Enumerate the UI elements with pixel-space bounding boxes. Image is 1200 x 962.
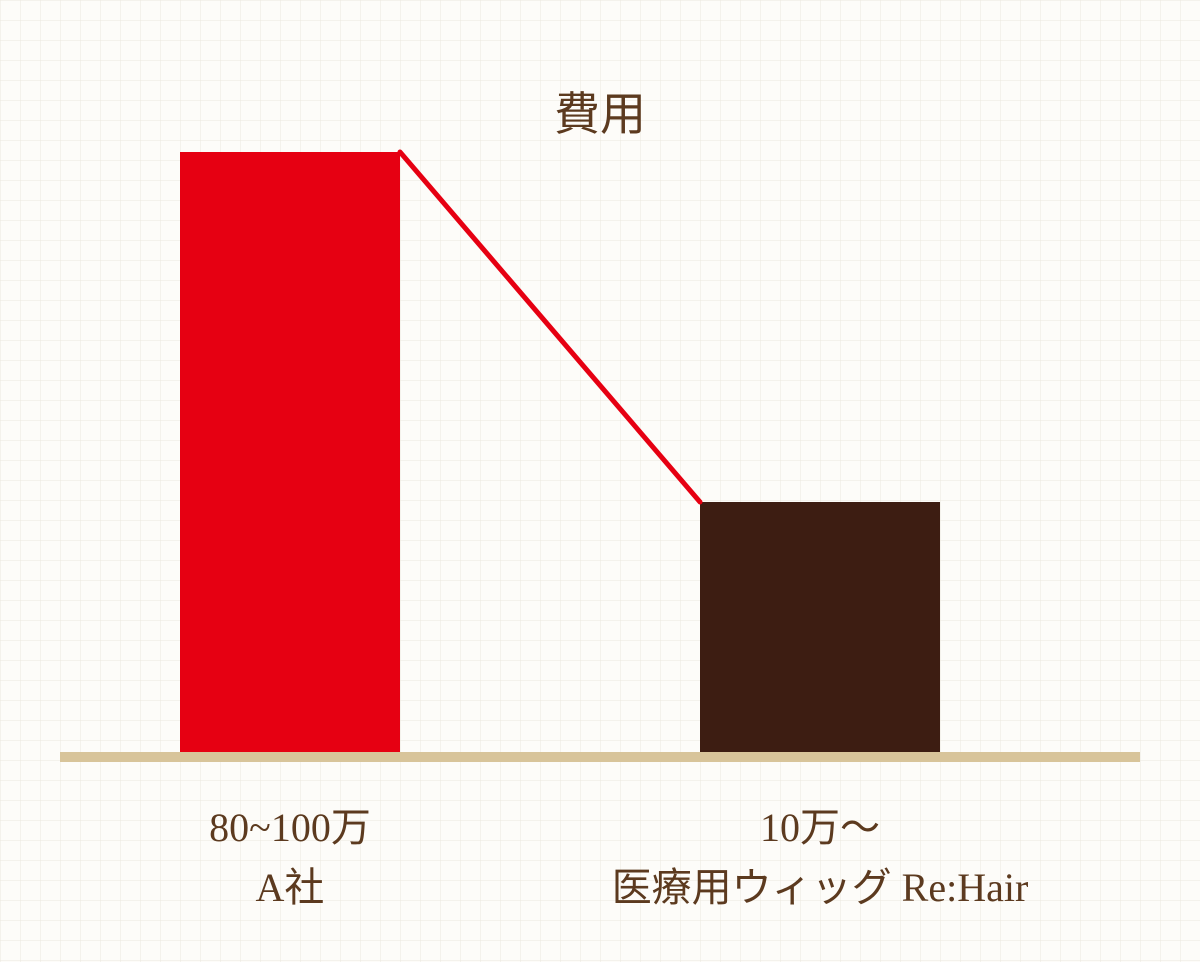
value-label-rehair: 10万〜 [510,795,1130,853]
name-label-rehair: 医療用ウィッグ Re:Hair [510,855,1130,913]
name-label-company-a: A社 [90,855,490,913]
value-label-company-a: 80~100万 [90,795,490,853]
bar-chart: 80~100万 A社 10万〜 医療用ウィッグ Re:Hair [0,0,1200,962]
